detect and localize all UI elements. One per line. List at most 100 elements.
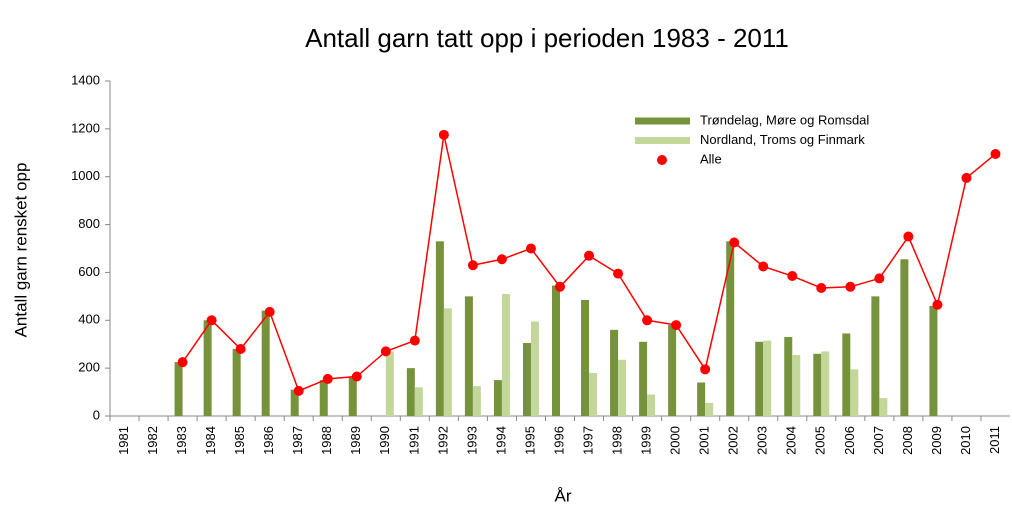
point bbox=[787, 271, 798, 282]
x-tick-label: 1983 bbox=[174, 426, 189, 455]
bar bbox=[705, 402, 714, 416]
x-tick-label: 2001 bbox=[697, 426, 712, 455]
legend-swatch bbox=[657, 155, 667, 165]
x-tick-label: 2000 bbox=[668, 426, 683, 455]
bar bbox=[319, 380, 328, 416]
bar bbox=[610, 329, 619, 416]
point bbox=[729, 237, 740, 248]
bar bbox=[261, 310, 270, 416]
x-tick-label: 1981 bbox=[116, 426, 131, 455]
x-tick-label: 1987 bbox=[290, 426, 305, 455]
x-tick-label: 1991 bbox=[406, 426, 421, 455]
point bbox=[642, 315, 653, 326]
y-tick-label: 1000 bbox=[71, 168, 100, 183]
point bbox=[206, 315, 217, 326]
point bbox=[293, 385, 304, 396]
x-tick-label: 1994 bbox=[493, 426, 508, 455]
legend-label: Nordland, Troms og Finmark bbox=[700, 132, 865, 147]
x-tick-label: 2004 bbox=[784, 426, 799, 455]
bar bbox=[290, 389, 299, 416]
x-tick-label: 1995 bbox=[522, 426, 537, 455]
bar bbox=[493, 380, 502, 416]
bar bbox=[406, 368, 415, 416]
bar bbox=[792, 354, 801, 416]
legend-label: Alle bbox=[700, 151, 722, 166]
bar bbox=[174, 362, 183, 416]
bar bbox=[784, 337, 793, 416]
y-tick-label: 600 bbox=[78, 264, 100, 279]
x-tick-label: 1998 bbox=[610, 426, 625, 455]
point bbox=[380, 346, 391, 357]
point bbox=[322, 373, 333, 384]
y-tick-label: 800 bbox=[78, 216, 100, 231]
point bbox=[932, 299, 943, 310]
x-tick-label: 2006 bbox=[842, 426, 857, 455]
x-tick-label: 1993 bbox=[464, 426, 479, 455]
bar bbox=[618, 359, 627, 416]
bar bbox=[879, 398, 888, 416]
bar bbox=[385, 351, 394, 416]
x-tick-label: 2010 bbox=[958, 426, 973, 455]
x-tick-label: 1988 bbox=[319, 426, 334, 455]
x-tick-label: 1986 bbox=[261, 426, 276, 455]
x-tick-label: 2008 bbox=[900, 426, 915, 455]
x-tick-label: 2003 bbox=[755, 426, 770, 455]
point bbox=[903, 231, 914, 242]
point bbox=[438, 129, 449, 140]
point bbox=[613, 268, 624, 279]
legend-label: Trøndelag, Møre og Romsdal bbox=[700, 112, 869, 127]
legend-swatch bbox=[635, 117, 690, 125]
point bbox=[409, 335, 420, 346]
bar bbox=[464, 296, 473, 416]
x-tick-label: 2009 bbox=[929, 426, 944, 455]
bar bbox=[522, 343, 531, 416]
bar bbox=[821, 351, 830, 416]
x-tick-label: 2005 bbox=[813, 426, 828, 455]
legend-swatch bbox=[635, 137, 690, 144]
bar bbox=[414, 387, 423, 416]
point bbox=[874, 273, 885, 284]
y-axis-title: Antall garn rensket opp bbox=[11, 163, 30, 338]
bar bbox=[639, 341, 648, 416]
point bbox=[671, 320, 682, 331]
bar bbox=[697, 382, 706, 416]
x-tick-label: 1989 bbox=[348, 426, 363, 455]
point bbox=[584, 250, 595, 261]
bar bbox=[501, 293, 510, 416]
point bbox=[525, 243, 536, 254]
bar bbox=[842, 333, 851, 416]
bar bbox=[443, 308, 452, 416]
bar bbox=[552, 285, 560, 416]
point bbox=[351, 371, 362, 382]
bar bbox=[929, 305, 938, 416]
x-axis-title: År bbox=[555, 486, 572, 505]
point bbox=[496, 254, 507, 265]
point bbox=[990, 148, 1001, 159]
bar bbox=[668, 325, 677, 416]
x-tick-label: 1992 bbox=[435, 426, 450, 455]
bar bbox=[763, 340, 772, 416]
bar bbox=[348, 376, 357, 416]
bar bbox=[647, 394, 656, 416]
point bbox=[264, 306, 275, 317]
bar bbox=[581, 299, 590, 416]
bar bbox=[232, 349, 241, 416]
x-tick-label: 2011 bbox=[987, 426, 1002, 454]
bar bbox=[589, 372, 598, 416]
point bbox=[816, 282, 827, 293]
bar bbox=[871, 296, 880, 416]
x-tick-label: 1997 bbox=[580, 426, 595, 455]
bar bbox=[530, 321, 539, 416]
point bbox=[961, 172, 972, 183]
y-tick-label: 0 bbox=[93, 407, 100, 422]
bar bbox=[726, 241, 735, 416]
bar bbox=[472, 386, 481, 416]
x-tick-label: 1996 bbox=[551, 426, 566, 455]
point bbox=[467, 260, 478, 271]
x-tick-label: 1984 bbox=[203, 426, 218, 455]
bar bbox=[435, 241, 444, 416]
bar bbox=[900, 259, 909, 416]
x-tick-label: 2002 bbox=[726, 426, 741, 455]
point bbox=[700, 364, 711, 375]
